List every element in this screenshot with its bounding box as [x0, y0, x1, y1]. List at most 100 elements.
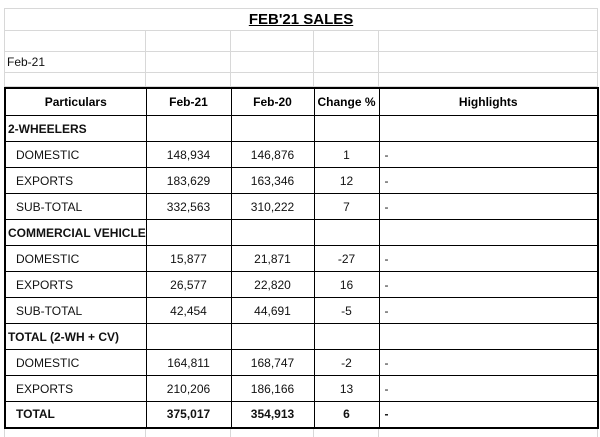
period-label: Feb-21: [4, 51, 146, 73]
cell-feb21: 148,934: [145, 141, 232, 168]
cell-change: -2: [313, 349, 380, 376]
col-header-particulars: Particulars: [4, 87, 147, 116]
cell-label: DOMESTIC: [4, 245, 147, 272]
empty-cell: [313, 51, 379, 73]
cell-feb21: 210,206: [145, 375, 232, 402]
cell-label: TOTAL (2-WH + CV): [4, 323, 147, 350]
cell-highlights: [378, 115, 599, 142]
cell-feb20: 163,346: [230, 167, 315, 194]
cell-feb20: 146,876: [230, 141, 315, 168]
table-row: 2-WHEELERS: [4, 115, 599, 142]
empty-cell: [230, 72, 314, 87]
cell-highlights: -: [378, 167, 599, 194]
empty-cell: [377, 51, 599, 73]
table-row: COMMERCIAL VEHICLES: [4, 219, 599, 246]
cell-change: 13: [313, 375, 380, 402]
table-row: DOMESTIC 15,877 21,871 -27-: [4, 245, 599, 272]
empty-grid-row: [4, 30, 599, 52]
cell-change: [313, 219, 380, 246]
col-header-highlights: Highlights: [378, 87, 599, 116]
cell-change: [313, 323, 380, 350]
col-header-feb20: Feb-20: [230, 87, 315, 116]
cell-feb20: [230, 115, 315, 142]
cell-change: 7: [313, 193, 380, 220]
cell-feb20: [230, 219, 315, 246]
empty-cell: [377, 30, 599, 52]
empty-cell: [145, 72, 231, 87]
table-row: DOMESTIC 148,934 146,876 1-: [4, 141, 599, 168]
cell-feb21: 375,017: [145, 401, 232, 428]
cell-feb21: 332,563: [145, 193, 232, 220]
cell-change: 6: [313, 401, 380, 428]
title-row: FEB'21 SALES: [3, 8, 599, 31]
cell-feb20: 21,871: [230, 245, 315, 272]
cell-change: -27: [313, 245, 380, 272]
cell-feb20: [230, 323, 315, 350]
cell-label: COMMERCIAL VEHICLES: [4, 219, 147, 246]
col-header-feb21: Feb-21: [145, 87, 232, 116]
cell-feb20: 22,820: [230, 271, 315, 298]
sales-table-body: 2-WHEELERS DOMESTIC 148,934 146,876 1- EXPORT…: [4, 115, 599, 428]
header-row: Particulars Feb-21 Feb-20 Change % Highl…: [4, 87, 599, 116]
cell-highlights: -: [378, 141, 599, 168]
cell-feb21: 164,811: [145, 349, 232, 376]
cell-feb20: 168,747: [230, 349, 315, 376]
empty-cell: [145, 51, 231, 73]
cell-feb21: 183,629: [145, 167, 232, 194]
cell-feb20: 310,222: [230, 193, 315, 220]
empty-cell: [313, 30, 379, 52]
empty-grid-row: [4, 72, 599, 87]
cell-feb20: 354,913: [230, 401, 315, 428]
cell-change: [313, 115, 380, 142]
cell-label: EXPORTS: [4, 271, 147, 298]
cell-highlights: -: [378, 297, 599, 324]
cell-highlights: -: [378, 245, 599, 272]
cell-feb21: 15,877: [145, 245, 232, 272]
table-row: SUB-TOTAL 332,563 310,222 7-: [4, 193, 599, 220]
cell-label: SUB-TOTAL: [4, 193, 147, 220]
cell-change: 12: [313, 167, 380, 194]
table-row: TOTAL 375,017 354,913 6-: [4, 401, 599, 428]
cell-change: 1: [313, 141, 380, 168]
cell-label: TOTAL: [4, 401, 147, 428]
cell-highlights: -: [378, 193, 599, 220]
spreadsheet-sheet: FEB'21 SALES Feb-21 Partic: [3, 8, 599, 437]
col-header-change: Change %: [313, 87, 380, 116]
cell-label: 2-WHEELERS: [4, 115, 147, 142]
table-row: EXPORTS 26,577 22,820 16-: [4, 271, 599, 298]
table-row: EXPORTS 183,629 163,346 12-: [4, 167, 599, 194]
empty-cell: [377, 72, 599, 87]
cell-highlights: [378, 323, 599, 350]
top-grid-area: FEB'21 SALES Feb-21: [3, 8, 599, 87]
sales-table: Particulars Feb-21 Feb-20 Change % Highl…: [4, 87, 599, 429]
empty-cell: [4, 72, 146, 87]
cell-label: DOMESTIC: [4, 141, 147, 168]
empty-cell: [313, 72, 379, 87]
table-row: DOMESTIC 164,811 168,747 -2-: [4, 349, 599, 376]
cell-highlights: [378, 219, 599, 246]
empty-cell: [4, 30, 146, 52]
cell-feb21: [145, 219, 232, 246]
empty-cell: [230, 51, 314, 73]
cell-label: DOMESTIC: [4, 349, 147, 376]
table-row: SUB-TOTAL 42,454 44,691 -5-: [4, 297, 599, 324]
cell-feb20: 44,691: [230, 297, 315, 324]
cell-label: EXPORTS: [4, 167, 147, 194]
cell-change: -5: [313, 297, 380, 324]
table-row: EXPORTS 210,206 186,166 13-: [4, 375, 599, 402]
period-label-row: Feb-21: [4, 51, 599, 73]
cell-feb21: 42,454: [145, 297, 232, 324]
cell-highlights: -: [378, 271, 599, 298]
empty-cell: [145, 30, 231, 52]
sheet-title: FEB'21 SALES: [3, 8, 599, 31]
cell-label: SUB-TOTAL: [4, 297, 147, 324]
cell-feb21: [145, 115, 232, 142]
cell-label: EXPORTS: [4, 375, 147, 402]
cell-highlights: -: [378, 375, 599, 402]
empty-cell: [230, 30, 314, 52]
cell-highlights: -: [378, 349, 599, 376]
cell-feb20: 186,166: [230, 375, 315, 402]
cell-change: 16: [313, 271, 380, 298]
table-row: TOTAL (2-WH + CV): [4, 323, 599, 350]
cell-feb21: [145, 323, 232, 350]
